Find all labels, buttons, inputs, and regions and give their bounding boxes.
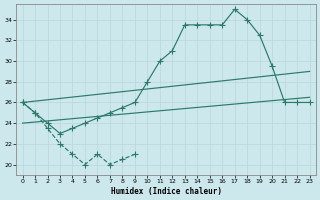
X-axis label: Humidex (Indice chaleur): Humidex (Indice chaleur) — [111, 187, 221, 196]
